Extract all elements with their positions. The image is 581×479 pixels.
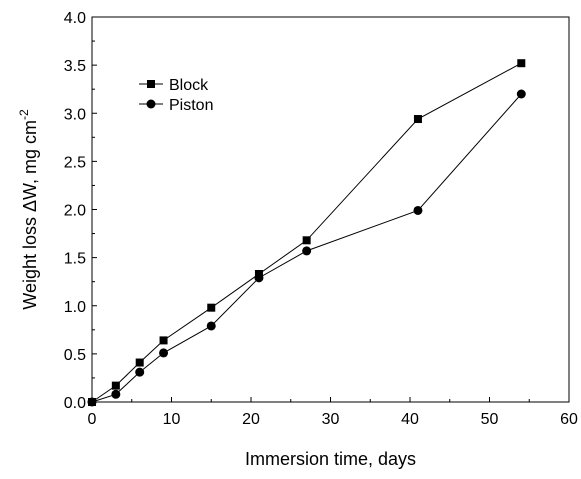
y-axis-label-units: , mg cm [20, 120, 40, 184]
x-axis-label: Immersion time, days [245, 449, 416, 469]
y-tick-label: 2.5 [64, 154, 86, 171]
x-tick-label: 40 [401, 411, 419, 428]
data-point-block [302, 236, 311, 245]
y-axis-label-exponent: -2 [17, 109, 31, 120]
data-point-block [111, 381, 120, 390]
data-point-piston [111, 389, 121, 399]
legend-marker-block [147, 80, 155, 88]
y-tick-label: 0.0 [64, 395, 86, 412]
data-point-piston [87, 397, 97, 407]
y-tick-label: 0.5 [64, 347, 86, 364]
series-line-block [91, 62, 522, 403]
data-point-block [207, 303, 216, 312]
y-tick-label: 3.5 [64, 58, 86, 75]
legend-item-block: Block [139, 77, 209, 94]
data-point-piston [135, 367, 145, 377]
y-tick-label: 1.5 [64, 251, 86, 268]
y-axis-label-prefix: Weight loss [20, 212, 40, 310]
data-point-piston [302, 246, 312, 256]
data-point-block [517, 59, 526, 68]
y-axis-label: Weight loss ΔW, mg cm-2 [17, 109, 40, 310]
series-piston [87, 89, 526, 407]
data-point-piston [516, 89, 526, 99]
x-tick-label: 0 [88, 411, 97, 428]
x-tick-label: 50 [481, 411, 499, 428]
x-tick-label: 60 [560, 411, 578, 428]
legend-label-block: Block [169, 77, 209, 94]
data-point-block [135, 358, 144, 367]
legend: Block Piston [139, 77, 213, 114]
series-layer [87, 59, 526, 407]
x-tick-label: 10 [163, 411, 181, 428]
data-point-piston [413, 205, 423, 215]
y-tick-label: 2.0 [64, 203, 86, 220]
data-point-block [159, 336, 168, 345]
data-point-block [413, 115, 422, 124]
y-tick-label: 1.0 [64, 299, 86, 316]
data-point-piston [206, 321, 216, 331]
x-tick-label: 20 [242, 411, 260, 428]
y-tick-label: 4.0 [64, 10, 86, 27]
data-point-piston [254, 273, 264, 283]
x-tick-label: 30 [322, 411, 340, 428]
legend-label-piston: Piston [169, 97, 213, 114]
y-axis-label-delta: ΔW [20, 183, 40, 212]
legend-marker-piston [146, 99, 156, 109]
x-axis-ticks: 0 10 20 30 40 50 60 [88, 397, 578, 428]
legend-item-piston: Piston [139, 97, 213, 114]
series-block [88, 59, 526, 406]
y-tick-label: 3.0 [64, 106, 86, 123]
y-axis-ticks: 0.0 0.5 1.0 1.5 2.0 2.5 3.0 3.5 4.0 [64, 10, 97, 412]
data-point-piston [159, 348, 169, 358]
